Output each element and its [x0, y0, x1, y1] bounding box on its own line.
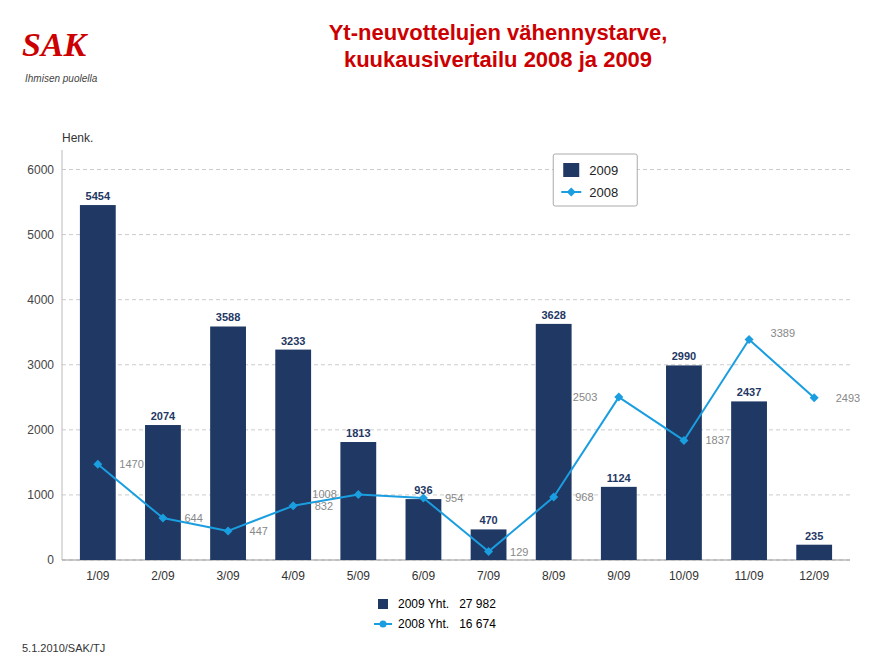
bar	[731, 401, 767, 560]
logo-slogan: Ihmisen puolella	[25, 73, 98, 84]
y-axis-label: Henk.	[62, 131, 93, 145]
line-marker	[614, 393, 623, 402]
x-tick-label: 12/09	[799, 569, 829, 583]
bar-label: 936	[414, 484, 432, 496]
bar	[536, 324, 572, 560]
line-label: 1470	[119, 458, 143, 470]
grid	[62, 170, 850, 560]
x-tick-label: 11/09	[734, 569, 763, 583]
line-label: 129	[510, 546, 528, 558]
x-tick-label: 1/09	[86, 569, 110, 583]
line-marker	[93, 460, 102, 469]
line-label: 2503	[573, 391, 597, 403]
y-tick-label: 5000	[27, 228, 54, 242]
bar	[340, 442, 376, 560]
marks	[80, 205, 832, 560]
bar-label: 3588	[216, 311, 240, 323]
bar	[80, 205, 116, 560]
x-tick-label: 8/09	[542, 569, 566, 583]
bar	[210, 326, 246, 560]
y-tick-label: 0	[47, 553, 54, 567]
legend-marker	[567, 188, 576, 197]
total-swatch-marker	[380, 621, 387, 628]
legend-label: 2009	[589, 163, 618, 178]
line-label: 954	[445, 492, 463, 504]
x-tick-label: 3/09	[216, 569, 240, 583]
line-label: 2493	[836, 392, 860, 404]
bar-label: 2074	[151, 410, 176, 422]
x-tick-label: 7/09	[477, 569, 501, 583]
bar	[471, 529, 507, 560]
line-label: 447	[250, 525, 268, 537]
x-tick-label: 4/09	[282, 569, 306, 583]
background	[0, 0, 890, 664]
title: Yt-neuvottelujen vähennystarve,kuukausiv…	[329, 20, 668, 72]
legend-label: 2008	[589, 185, 618, 200]
bar	[666, 365, 702, 560]
x-tick-label: 2/09	[151, 569, 175, 583]
bar-label: 1813	[346, 427, 370, 439]
x-tick-label: 9/09	[607, 569, 631, 583]
x-tick-label: 10/09	[669, 569, 699, 583]
line-label: 1837	[705, 434, 729, 446]
y-tick-label: 1000	[27, 488, 54, 502]
line-marker	[158, 514, 167, 523]
line-label: 644	[184, 512, 202, 524]
line-marker	[289, 501, 298, 510]
line-label: 1008	[312, 488, 336, 500]
bar-label: 235	[805, 530, 823, 542]
logo-text: SAK	[22, 26, 89, 63]
bar	[601, 487, 637, 560]
footer: 5.1.2010/SAK/TJ	[22, 642, 105, 654]
bar	[796, 545, 832, 560]
bar	[145, 425, 181, 560]
y-tick-label: 3000	[27, 358, 54, 372]
title-line: Yt-neuvottelujen vähennystarve,	[329, 20, 668, 45]
x-tick-label: 6/09	[412, 569, 436, 583]
line-marker	[484, 547, 493, 556]
line-marker	[679, 436, 688, 445]
legend-swatch	[563, 163, 579, 177]
x-tick-label: 5/09	[347, 569, 371, 583]
line	[98, 339, 814, 551]
line-marker	[810, 393, 819, 402]
bar-label: 5454	[86, 190, 111, 202]
y-tick-label: 6000	[27, 163, 54, 177]
legend-frame	[553, 154, 637, 206]
line-marker	[224, 526, 233, 535]
line-marker	[745, 335, 754, 344]
line-label: 968	[575, 491, 593, 503]
line-label: 3389	[771, 327, 795, 339]
line-label: 832	[315, 500, 333, 512]
y-axis-line	[62, 150, 63, 560]
bar-label: 2437	[737, 386, 761, 398]
chart: 0 1000 2000 3000 4000 5000 6000 Henk. 1/09 2/09 3/…	[0, 0, 890, 664]
bar-label: 1124	[607, 472, 632, 484]
total-2009: 2009 Yht. 27 982	[398, 597, 496, 611]
grid-line	[62, 234, 850, 235]
y-tick-label: 2000	[27, 423, 54, 437]
grid-line	[62, 299, 850, 300]
total-swatch	[378, 599, 388, 609]
line-marker	[354, 490, 363, 499]
line-marker	[549, 493, 558, 502]
bar-label: 3233	[281, 335, 305, 347]
bar-label: 2990	[672, 350, 696, 362]
grid-line	[62, 169, 850, 170]
y-tick-label: 4000	[27, 293, 54, 307]
legend: 2009 2008	[553, 154, 637, 206]
title-line: kuukausivertailu 2008 ja 2009	[344, 47, 652, 72]
data-labels: 5454 2074 3588 3233 1813 936 470 3628 1124 2990 24…	[86, 190, 861, 558]
bar-label: 3628	[541, 309, 565, 321]
bar	[275, 350, 311, 560]
bar-label: 470	[479, 514, 497, 526]
total-2008: 2008 Yht. 16 674	[398, 617, 496, 631]
